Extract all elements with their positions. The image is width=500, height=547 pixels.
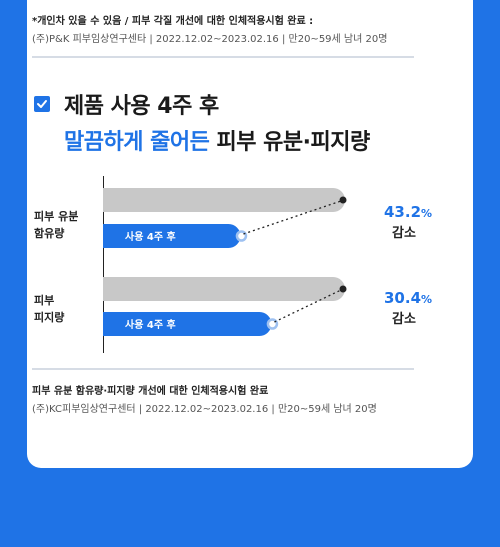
baseline-bar-oil: [103, 188, 345, 212]
baseline-endpoint-sebum: [339, 285, 347, 293]
reduction-pct-sebum: 30.4%: [384, 289, 432, 307]
percent-sign-sebum: %: [421, 293, 433, 306]
bottom-note-line1: 피부 유분 함유량·피지량 개선에 대한 인체적용시험 완료: [32, 386, 269, 397]
headline-line2: 말끔하게 줄어든 피부 유분·피지량: [64, 124, 370, 156]
headline-highlight: 말끔하게 줄어든: [64, 130, 210, 155]
headline-rest: 피부 유분·피지량: [209, 130, 371, 155]
percent-sign-oil: %: [421, 207, 433, 220]
reduction-label-sebum: 감소: [392, 312, 416, 327]
reduction-pct-oil: 43.2%: [384, 203, 432, 221]
row-label-oil: 피부 유분 함유량: [34, 208, 78, 242]
after-bar-label-oil: 사용 4주 후: [125, 230, 176, 243]
row-label-sebum-line2: 피지량: [34, 311, 65, 324]
row-label-sebum: 피부 피지량: [34, 292, 64, 326]
row-label-oil-line1: 피부 유분: [34, 210, 79, 223]
after-endpoint-oil: [235, 230, 248, 242]
after-bar-sebum: [103, 312, 272, 336]
row-label-oil-line2: 함유량: [34, 227, 65, 240]
chart-axis: [103, 176, 104, 353]
headline-line1: 제품 사용 4주 후: [64, 94, 219, 119]
baseline-bar-sebum: [103, 277, 345, 301]
reduction-connector-sebum: [274, 289, 342, 323]
row-label-sebum-line1: 피부: [34, 294, 55, 307]
after-bar-oil: [103, 224, 241, 248]
bottom-note-line2: (주)KC피부임상연구센터 | 2022.12.02~2023.02.16 | …: [32, 404, 377, 415]
reduction-connector-oil: [243, 200, 342, 235]
reduction-value-sebum: 30.4: [384, 289, 422, 307]
reduction-value-oil: 43.2: [384, 203, 422, 221]
top-divider: [32, 56, 414, 58]
top-note-line1: *개인차 있을 수 있음 / 피부 각질 개선에 대한 인체적용시험 완료 :: [32, 16, 314, 27]
content-card: [27, 0, 473, 468]
after-bar-label-sebum: 사용 4주 후: [125, 318, 176, 331]
check-icon: [34, 96, 50, 112]
top-note-line2: (주)P&K 피부임상연구센타 | 2022.12.02~2023.02.16 …: [32, 34, 388, 45]
baseline-endpoint-oil: [339, 196, 347, 204]
bottom-divider: [32, 368, 414, 370]
reduction-label-oil: 감소: [392, 226, 416, 241]
